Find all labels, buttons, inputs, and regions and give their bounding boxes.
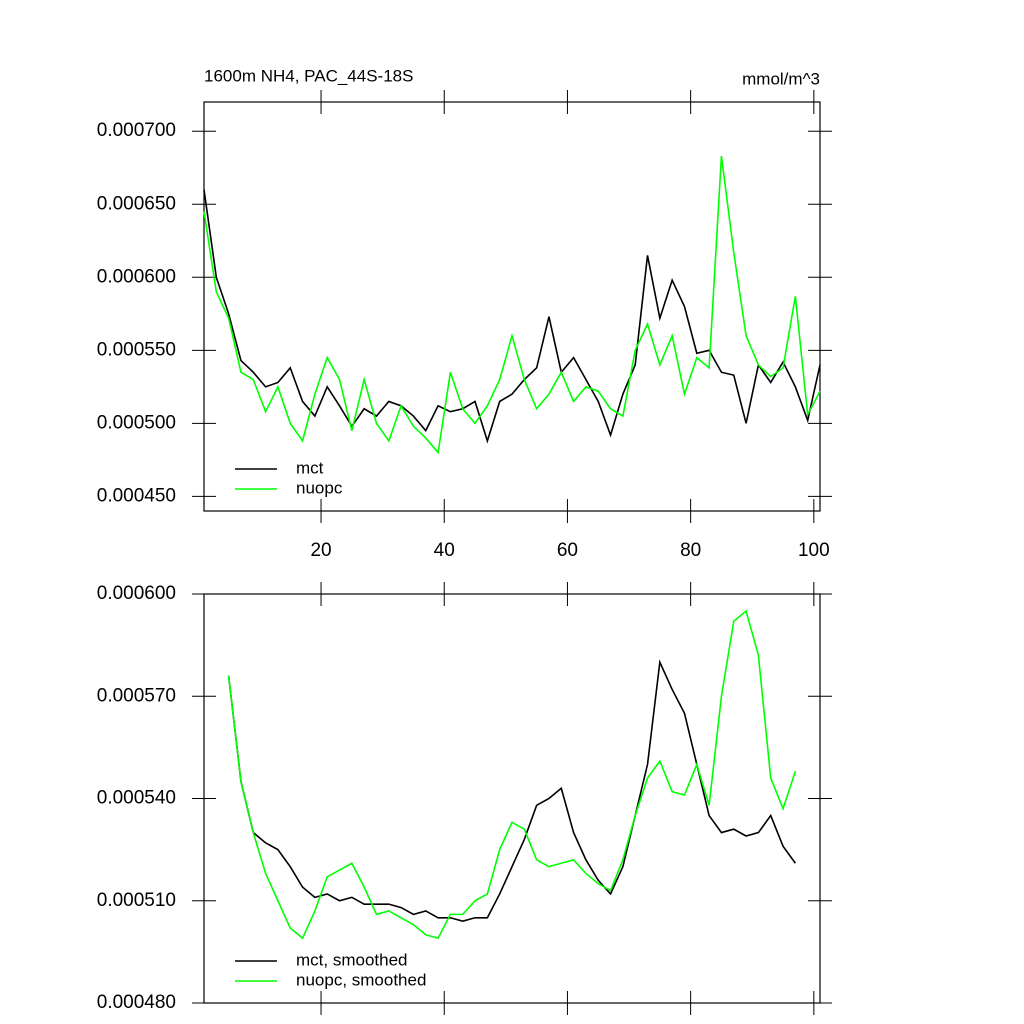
x-tick-label: 20 (310, 540, 331, 561)
plot-frame (203, 593, 821, 1004)
y-tick-label: 0.000510 (97, 890, 176, 911)
data-line (227, 609, 797, 940)
x-tick-label: 100 (798, 540, 830, 561)
x-tick-label: 40 (434, 540, 455, 561)
y-tick-label: 0.000570 (97, 685, 176, 706)
y-tick-label: 0.000650 (97, 193, 176, 214)
legend-label: nuopc (296, 478, 343, 497)
data-line (203, 155, 821, 455)
data-line (203, 189, 821, 444)
data-line (227, 659, 797, 923)
y-tick-label: 0.000700 (97, 120, 176, 141)
units-label: mmol/m^3 (742, 69, 820, 88)
legend-label: nuopc, smoothed (296, 970, 426, 989)
x-tick-label: 60 (557, 540, 578, 561)
y-tick-label: 0.000500 (97, 412, 176, 433)
y-tick-label: 0.000480 (97, 992, 176, 1013)
chart-title: 1600m NH4, PAC_44S-18S (204, 66, 413, 85)
y-tick-label: 0.000540 (97, 788, 176, 809)
legend-label: mct (296, 458, 324, 477)
y-tick-label: 0.000550 (97, 339, 176, 360)
x-tick-label: 80 (680, 540, 701, 561)
y-tick-label: 0.000450 (97, 485, 176, 506)
y-tick-label: 0.000600 (97, 266, 176, 287)
y-tick-label: 0.000600 (97, 583, 176, 604)
legend-label: mct, smoothed (296, 950, 408, 969)
plot-frame (203, 101, 821, 512)
